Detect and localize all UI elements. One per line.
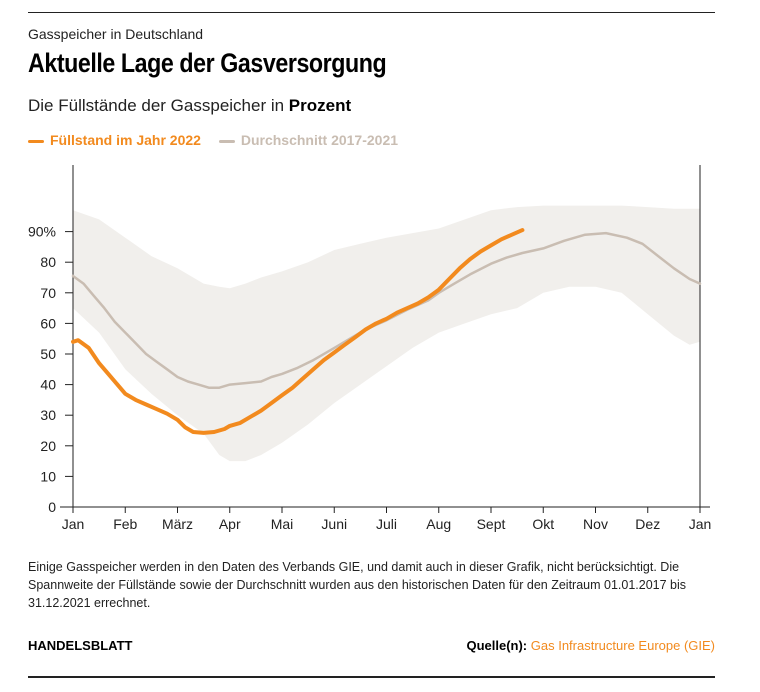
- footnote: Einige Gasspeicher werden in den Daten d…: [28, 560, 687, 610]
- x-tick-label: Juni: [321, 516, 347, 532]
- subtitle-text: Die Füllstände der Gasspeicher in: [28, 96, 289, 115]
- y-tick-label: 20: [40, 438, 56, 454]
- y-tick-label: 60: [40, 315, 56, 331]
- y-tick-label: 70: [40, 285, 56, 301]
- legend-swatch-average: [218, 140, 235, 144]
- y-tick-label: 50: [40, 346, 56, 362]
- x-tick-label: Nov: [583, 516, 608, 532]
- x-tick-label: Jan: [689, 516, 712, 532]
- y-tick-label: 0: [48, 499, 56, 515]
- line-chart: 0 10 20 30 40 50 60 70 80 90% Jan Feb März Apr Mai Juni…: [28, 165, 712, 532]
- legend-swatch-2022: [28, 140, 44, 144]
- chart-subtitle: Die Füllstände der Gasspeicher in Prozen…: [28, 96, 351, 116]
- source-link[interactable]: Gas Infrastructure Europe (GIE): [530, 638, 715, 653]
- x-tick-label: Feb: [113, 516, 137, 532]
- series-line-average[interactable]: [71, 231, 702, 389]
- kicker: Gasspeicher in Deutschland: [28, 26, 204, 42]
- publisher-logo: HANDELSBLATT: [28, 638, 133, 653]
- y-tick-label: 90%: [28, 224, 56, 240]
- legend-item-average[interactable]: Durchschnitt 2017-2021: [218, 132, 399, 149]
- x-tick-label: Aug: [426, 516, 451, 532]
- x-tick-label: Jan: [62, 516, 85, 532]
- legend-item-2022[interactable]: Füllstand im Jahr 2022: [28, 132, 201, 148]
- chart-title: Aktuelle Lage der Gasversorgung: [28, 48, 387, 78]
- subtitle-unit: Prozent: [288, 96, 352, 115]
- x-tick-label: Apr: [219, 516, 241, 532]
- legend-label-2022: Füllstand im Jahr 2022: [50, 132, 201, 149]
- x-tick-label: Dez: [635, 516, 660, 532]
- y-tick-label: 30: [40, 407, 56, 423]
- x-tick-label: Sept: [477, 516, 506, 532]
- legend-label-average: Durchschnitt 2017-2021: [240, 132, 399, 149]
- y-tick-label: 80: [40, 254, 56, 270]
- top-rule: [28, 12, 715, 13]
- source-label: Quelle(n):: [466, 638, 528, 653]
- x-tick-label: Mai: [271, 516, 294, 532]
- range-band-2017-2021: [73, 205, 700, 462]
- x-tick-label: Okt: [532, 516, 554, 532]
- y-tick-label: 10: [40, 468, 56, 484]
- x-tick-label: Juli: [376, 516, 397, 532]
- source-credit: Quelle(n): Gas Infrastructure Europe (GI…: [466, 638, 715, 653]
- bottom-rule: [28, 676, 715, 678]
- x-tick-label: März: [162, 516, 193, 532]
- y-tick-label: 40: [40, 377, 56, 393]
- legend: Füllstand im Jahr 2022 Durchschnitt 2017…: [28, 131, 412, 148]
- series-line-2022[interactable]: [71, 228, 525, 435]
